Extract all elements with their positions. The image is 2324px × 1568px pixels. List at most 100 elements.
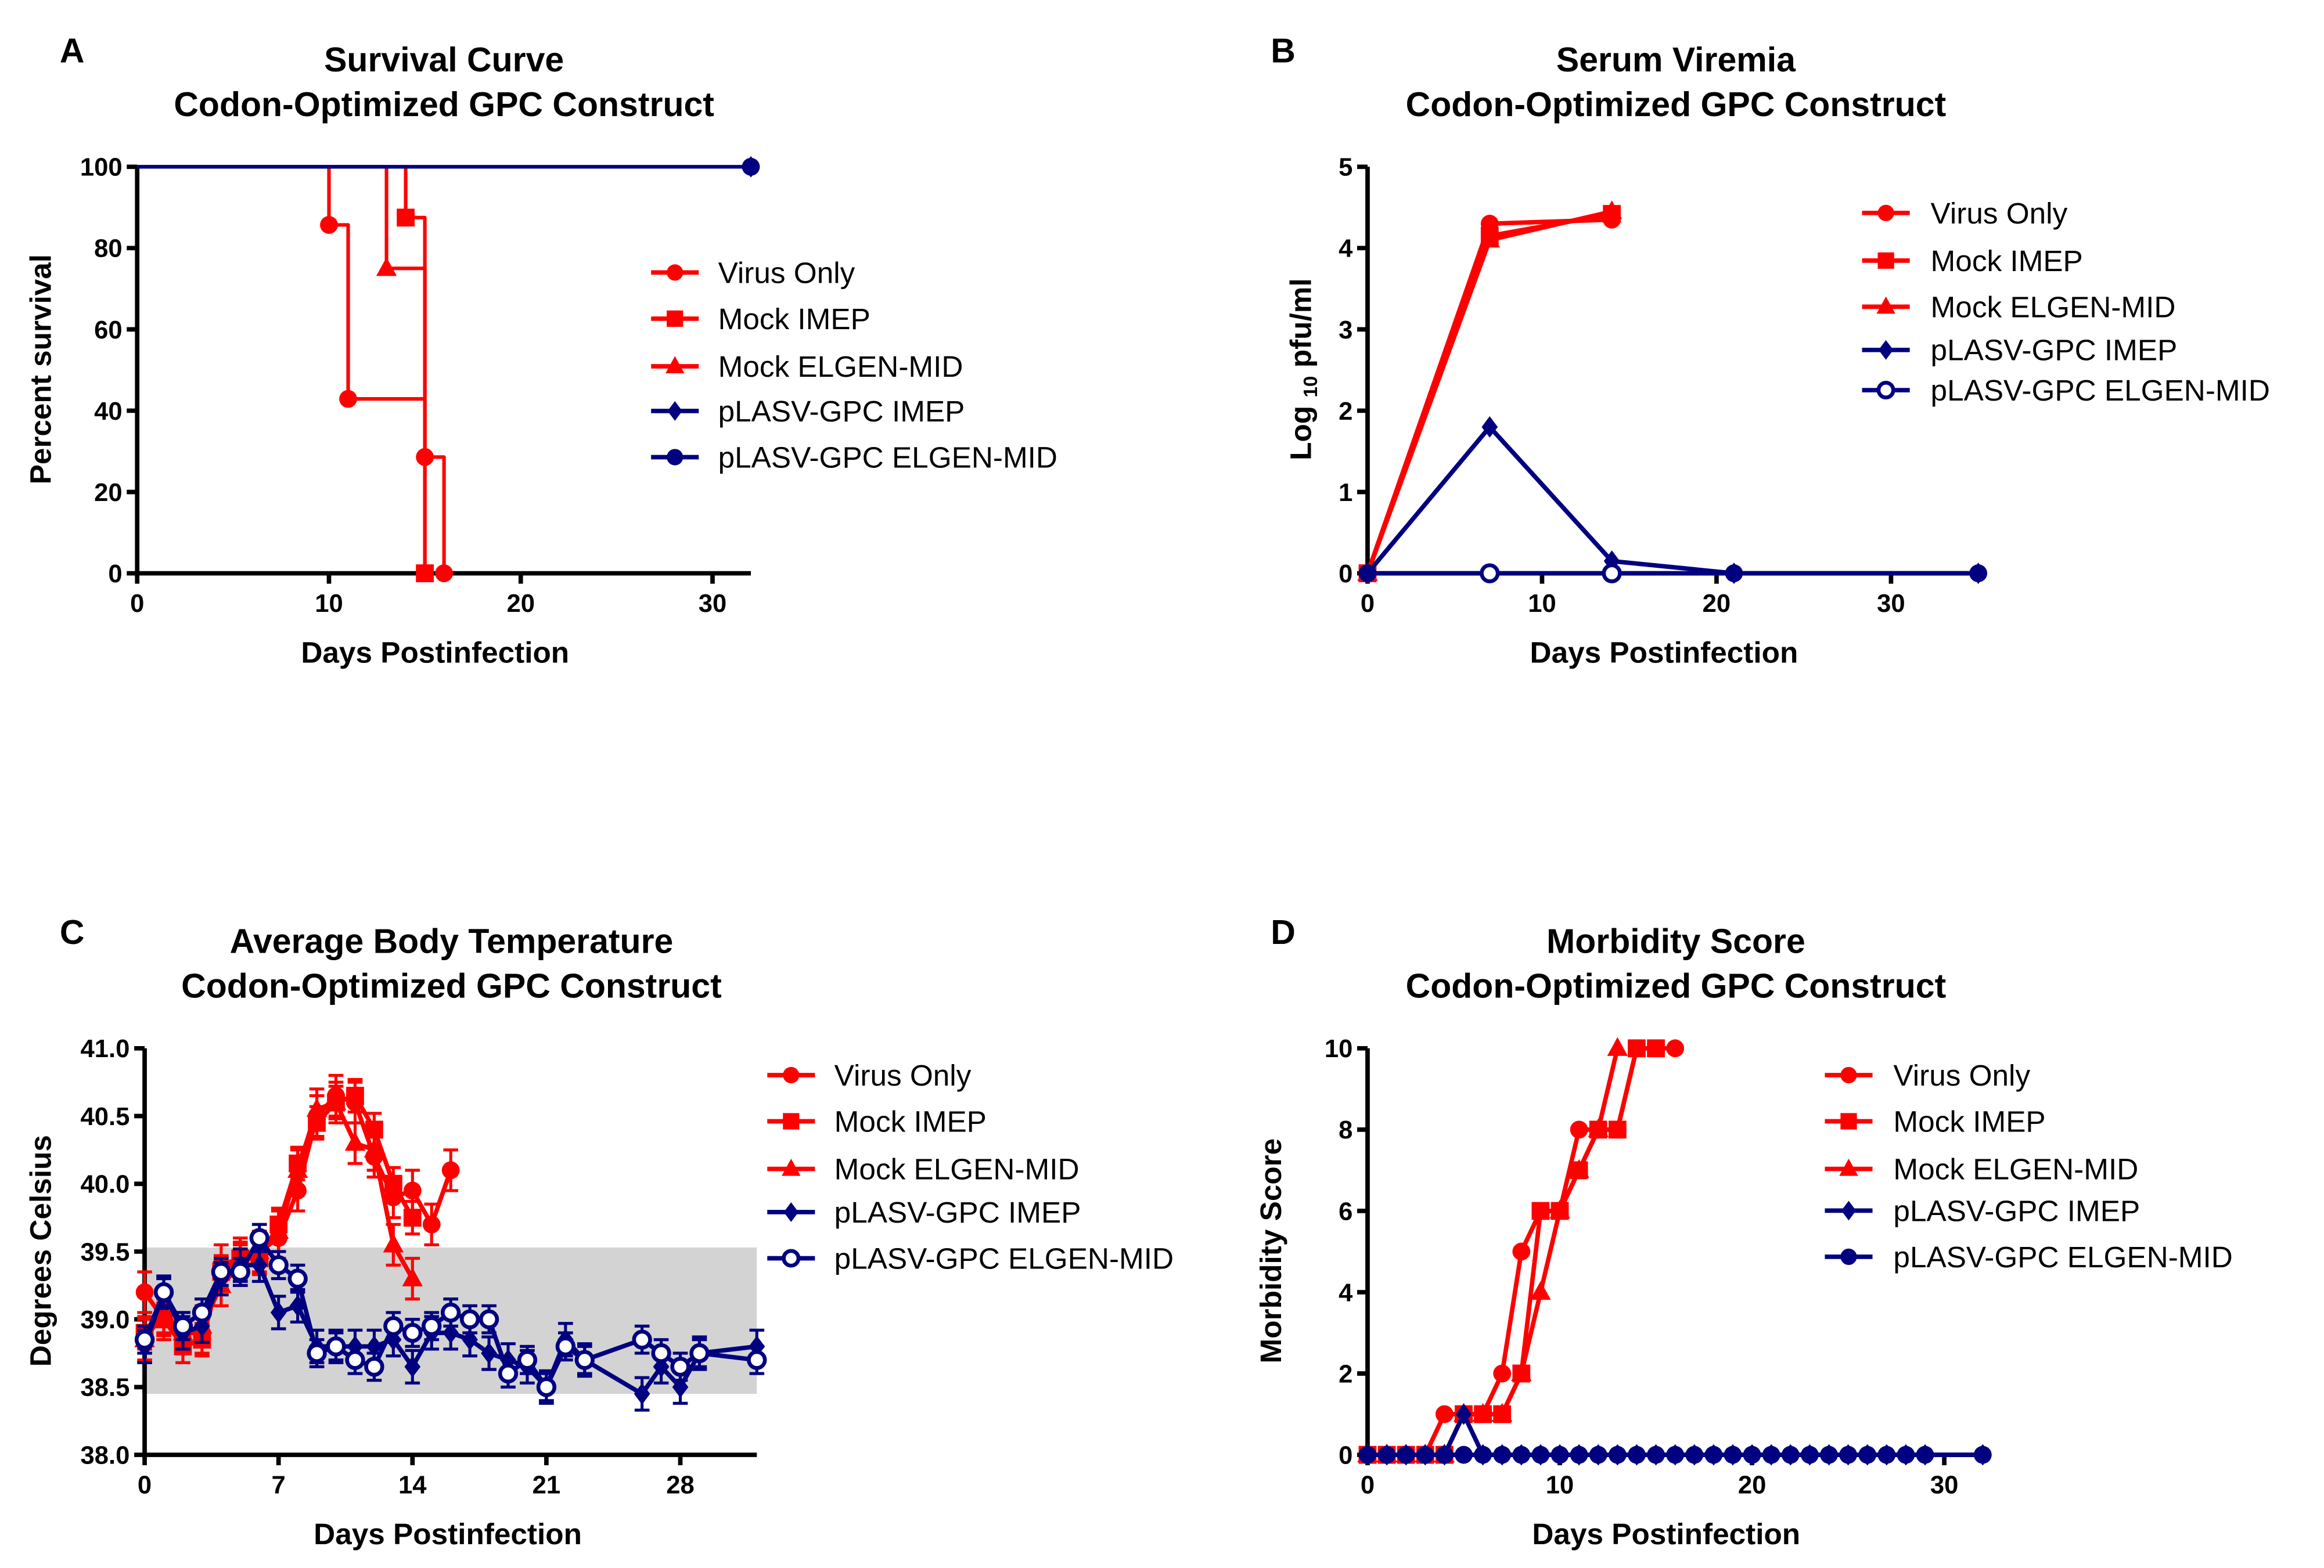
y-tick-label: 100 (80, 154, 123, 182)
x-tick-label: 0 (1361, 590, 1375, 618)
open-circle-marker (172, 1316, 193, 1336)
circle-marker (1570, 1120, 1588, 1139)
diamond-marker (481, 1342, 497, 1364)
series-line (137, 165, 427, 574)
triangle-marker (1839, 1158, 1858, 1176)
legend-item: Virus Only (1825, 1059, 2030, 1092)
diamond-marker (251, 1254, 268, 1276)
panel-letter: D (1271, 913, 1296, 951)
circle-marker (1377, 1446, 1396, 1464)
y-tick-label: 4 (1339, 1279, 1353, 1307)
x-tick-label: 10 (1546, 1472, 1574, 1499)
triangle-marker (1876, 296, 1895, 314)
x-tick-label: 20 (1738, 1472, 1767, 1499)
y-tick-label: 2 (1339, 1360, 1352, 1388)
open-circle-marker (153, 1282, 174, 1303)
y-tick-label: 41.0 (81, 1035, 130, 1063)
triangle-marker (344, 1131, 366, 1151)
square-marker (1628, 1039, 1646, 1058)
circle-marker (667, 264, 683, 281)
x-axis-label: Days Postinfection (301, 636, 569, 669)
y-tick-label: 5 (1339, 154, 1352, 182)
triangle-marker (1479, 229, 1501, 248)
open-circle-marker (402, 1322, 423, 1343)
x-tick-label: 0 (130, 590, 144, 618)
legend-item: pLASV-GPC IMEP (1825, 1194, 2140, 1227)
circle-marker (1589, 1446, 1607, 1464)
circle-marker (320, 216, 338, 234)
legend-label: Mock IMEP (718, 302, 870, 336)
legend-item: Mock IMEP (651, 302, 870, 336)
y-tick-label: 0 (108, 560, 122, 588)
x-tick-label: 10 (315, 590, 343, 618)
circle-marker (1397, 1446, 1415, 1464)
series-plasv-gpc-imep (1359, 416, 1987, 585)
square-marker (1647, 1039, 1665, 1058)
triangle-marker (782, 1158, 801, 1176)
triangle-marker (1568, 1159, 1589, 1178)
legend-item: Mock ELGEN-MID (767, 1153, 1080, 1186)
legend-label: Virus Only (1931, 197, 2068, 230)
series-line (1366, 424, 1978, 576)
circle-marker (1725, 564, 1743, 582)
legend-item: Virus Only (1862, 197, 2068, 230)
legend-label: pLASV-GPC IMEP (834, 1196, 1081, 1229)
legend-label: pLASV-GPC IMEP (718, 395, 965, 428)
chart-title-line: Codon-Optimized GPC Construct (174, 85, 714, 124)
circle-marker (742, 157, 760, 176)
circle-marker (1493, 1364, 1512, 1383)
x-tick-label: 0 (138, 1472, 152, 1499)
x-tick-label: 14 (398, 1472, 427, 1499)
open-circle-marker (364, 1357, 384, 1377)
legend-label: pLASV-GPC ELGEN-MID (718, 441, 1057, 474)
legend-label: pLASV-GPC ELGEN-MID (834, 1242, 1174, 1275)
chart-title-line: Average Body Temperature (230, 922, 674, 961)
y-axis-label: Percent survival (24, 254, 57, 484)
x-tick-label: 30 (1930, 1472, 1959, 1499)
circle-marker (1916, 1446, 1934, 1464)
y-tick-label: 40.0 (81, 1171, 130, 1199)
legend-label: Virus Only (1893, 1059, 2030, 1092)
series-line (137, 165, 427, 574)
y-tick-label: 8 (1339, 1116, 1352, 1144)
open-circle-marker (345, 1350, 365, 1370)
series-virus-only (1358, 1039, 1685, 1464)
y-tick-label: 40.5 (81, 1103, 130, 1131)
triangle-marker (665, 356, 685, 373)
open-circle-marker (459, 1309, 480, 1329)
y-axis-label: Morbidity Score (1254, 1138, 1287, 1364)
diamond-marker (672, 1376, 689, 1398)
panel-c-temperature: C Average Body Temperature Codon-Optimized… (24, 913, 1174, 1551)
legend-label: pLASV-GPC IMEP (1893, 1194, 2140, 1227)
circle-marker (1840, 1066, 1857, 1084)
open-circle-marker (555, 1336, 576, 1357)
open-circle-marker (307, 1343, 327, 1364)
legend-item: Virus Only (651, 256, 855, 289)
square-marker (403, 1209, 422, 1227)
legend-item: Mock IMEP (1862, 244, 2083, 277)
x-tick-label: 28 (666, 1472, 695, 1499)
legend-item: pLASV-GPC IMEP (1862, 334, 2177, 367)
y-tick-label: 39.5 (81, 1238, 130, 1266)
x-tick-label: 20 (506, 590, 535, 618)
circle-marker (1436, 1446, 1454, 1464)
open-circle-marker (651, 1343, 671, 1364)
circle-marker (441, 1161, 460, 1180)
legend-item: pLASV-GPC ELGEN-MID (1862, 374, 2270, 407)
diamond-marker (667, 401, 682, 421)
legend-label: Mock ELGEN-MID (1931, 290, 2176, 323)
series-plasv-gpc-elgen-mid (134, 1223, 767, 1403)
triangle-marker (383, 1234, 404, 1253)
legend-item: pLASV-GPC ELGEN-MID (651, 441, 1057, 474)
legend-item: Mock IMEP (767, 1105, 987, 1138)
open-circle-marker (287, 1268, 308, 1289)
series-mock-imep (137, 165, 434, 582)
panel-letter: A (60, 32, 85, 70)
circle-marker (1685, 1446, 1704, 1464)
open-circle-marker (249, 1228, 269, 1248)
circle-marker (1704, 1446, 1723, 1464)
diamond-marker (270, 1302, 287, 1324)
triangle-marker (1549, 1199, 1570, 1219)
circle-marker (1724, 1446, 1742, 1464)
